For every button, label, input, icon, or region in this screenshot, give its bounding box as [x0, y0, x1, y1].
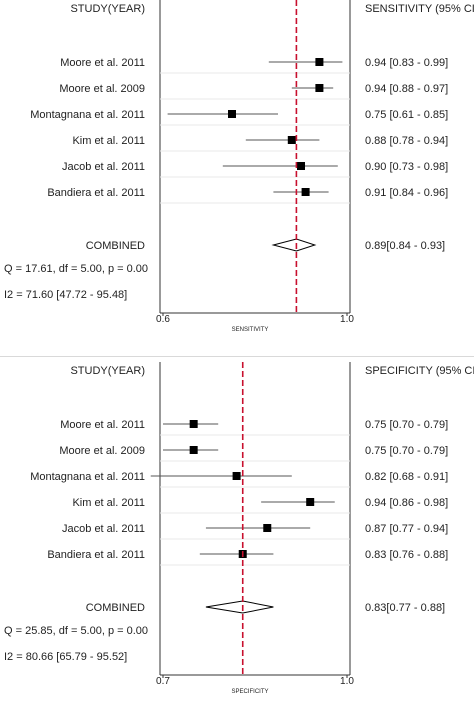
study-column-header: STUDY(YEAR) — [70, 3, 145, 15]
x-axis-label: SENSITIVITY — [232, 327, 269, 333]
study-column-header: STUDY(YEAR) — [70, 365, 145, 377]
study-name-label: Bandiera et al. 2011 — [47, 549, 145, 561]
x-tick-label: 0.6 — [156, 314, 170, 325]
study-ci-label: 0.87 [0.77 - 0.94] — [365, 523, 448, 535]
study-name-label: Kim et al. 2011 — [72, 497, 145, 509]
combined-label: COMBINED — [86, 602, 145, 614]
study-ci-label: 0.88 [0.78 - 0.94] — [365, 135, 448, 147]
x-tick-label: 1.0 — [340, 676, 354, 687]
heterogeneity-stats: Q = 17.61, df = 5.00, p = 0.00 — [4, 263, 148, 275]
study-point-marker — [287, 136, 296, 144]
study-point-marker — [232, 472, 241, 480]
combined-ci-label: 0.89[0.84 - 0.93] — [365, 240, 445, 252]
study-name-label: Jacob et al. 2011 — [62, 161, 145, 173]
study-name-label: Montagnana et al. 2011 — [30, 471, 145, 483]
combined-label: COMBINED — [86, 240, 145, 252]
i2-stats: I2 = 80.66 [65.79 - 95.52] — [4, 651, 127, 663]
study-name-label: Montagnana et al. 2011 — [30, 109, 145, 121]
study-point-marker — [301, 188, 310, 196]
heterogeneity-stats: Q = 25.85, df = 5.00, p = 0.00 — [4, 625, 148, 637]
study-name-label: Moore et al. 2009 — [59, 445, 145, 457]
study-ci-label: 0.94 [0.88 - 0.97] — [365, 83, 448, 95]
study-name-label: Jacob et al. 2011 — [62, 523, 145, 535]
study-point-marker — [306, 498, 315, 506]
specificity-forest-plot: STUDY(YEAR) SPECIFICITY (95% CI) Moore et … — [4, 362, 474, 695]
study-ci-label: 0.94 [0.83 - 0.99] — [365, 57, 448, 69]
study-point-marker — [315, 58, 324, 66]
study-point-marker — [297, 162, 305, 170]
x-tick-label: 0.7 — [156, 676, 170, 687]
study-name-label: Moore et al. 2011 — [60, 419, 145, 431]
study-ci-label: 0.75 [0.70 - 0.79] — [365, 419, 448, 431]
study-name-label: Bandiera et al. 2011 — [47, 187, 145, 199]
study-ci-label: 0.91 [0.84 - 0.96] — [365, 187, 448, 199]
sensitivity-forest-plot: STUDY(YEAR) SENSITIVITY (95% CI) Moore et … — [4, 0, 474, 333]
panel-separator — [0, 356, 474, 357]
ci-column-header: SENSITIVITY (95% CI) — [365, 3, 474, 15]
study-name-label: Moore et al. 2011 — [60, 57, 145, 69]
study-name-label: Moore et al. 2009 — [59, 83, 145, 95]
study-ci-label: 0.82 [0.68 - 0.91] — [365, 471, 448, 483]
study-ci-label: 0.90 [0.73 - 0.98] — [365, 161, 448, 173]
i2-stats: I2 = 71.60 [47.72 - 95.48] — [4, 289, 127, 301]
study-point-marker — [189, 420, 198, 428]
ci-column-header: SPECIFICITY (95% CI) — [365, 365, 474, 377]
x-tick-label: 1.0 — [340, 314, 354, 325]
study-ci-label: 0.75 [0.70 - 0.79] — [365, 445, 448, 457]
x-axis-label: SPECIFICITY — [231, 689, 268, 695]
study-name-label: Kim et al. 2011 — [72, 135, 145, 147]
study-point-marker — [315, 84, 324, 92]
combined-diamond — [271, 238, 317, 252]
study-ci-label: 0.94 [0.86 - 0.98] — [365, 497, 448, 509]
study-point-marker — [228, 110, 236, 118]
study-point-marker — [189, 446, 198, 454]
study-ci-label: 0.83 [0.76 - 0.88] — [365, 549, 448, 561]
study-point-marker — [263, 524, 272, 532]
study-ci-label: 0.75 [0.61 - 0.85] — [365, 109, 448, 121]
combined-diamond — [205, 600, 274, 614]
combined-ci-label: 0.83[0.77 - 0.88] — [365, 602, 445, 614]
